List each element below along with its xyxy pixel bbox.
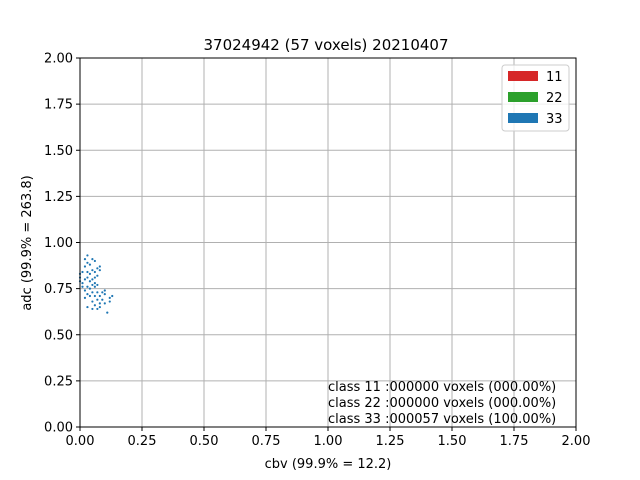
data-point (83, 296, 87, 299)
data-point (98, 265, 101, 268)
data-point (96, 307, 99, 311)
data-point (93, 285, 96, 288)
data-point (91, 307, 94, 311)
x-tick-label: 1.00 (314, 434, 343, 449)
y-tick-label: 0.50 (44, 328, 73, 343)
data-point (88, 280, 92, 283)
data-point (98, 269, 101, 272)
data-point (98, 302, 101, 305)
legend: 11 22 33 (501, 64, 570, 132)
data-point (91, 300, 94, 303)
data-point (93, 281, 96, 285)
data-point (83, 289, 87, 292)
legend-swatch-11 (508, 71, 538, 81)
legend-label-11: 11 (546, 70, 563, 85)
data-point (96, 274, 99, 277)
data-point (88, 272, 92, 275)
legend-label-22: 22 (546, 91, 563, 106)
data-point (93, 304, 96, 307)
chart-title: 37024942 (57 voxels) 20210407 (203, 36, 448, 54)
data-point (86, 270, 89, 274)
y-tick-label: 2.00 (44, 52, 73, 67)
data-point (86, 276, 89, 279)
x-tick-label: 0.50 (190, 434, 219, 449)
legend-swatch-33 (508, 113, 538, 123)
data-point (88, 263, 92, 266)
data-point (91, 258, 94, 261)
legend-swatch-22 (508, 92, 538, 102)
data-point (91, 278, 94, 281)
data-point (103, 293, 106, 296)
x-tick-label: 1.50 (438, 434, 467, 449)
y-tick-label: 1.25 (44, 190, 73, 205)
data-point (98, 294, 101, 298)
legend-label-33: 33 (546, 112, 563, 127)
data-point (86, 293, 89, 296)
data-point (111, 294, 114, 298)
y-tick-label: 0.75 (44, 282, 73, 297)
data-point (86, 285, 89, 288)
data-point (103, 302, 106, 305)
data-point (93, 294, 96, 298)
data-point (88, 287, 92, 290)
y-axis-ticks: 0.00 0.25 0.50 0.75 1.00 1.25 1.50 1.75 2.00 (44, 52, 80, 436)
x-tick-label: 0.00 (66, 434, 95, 449)
data-point (81, 281, 84, 285)
data-point (91, 283, 94, 287)
y-tick-label: 1.00 (44, 236, 73, 251)
annotation-class-11: class 11 :000000 voxels (000.00%) (328, 380, 556, 395)
data-point (91, 291, 94, 294)
data-point (108, 300, 111, 303)
data-point (101, 291, 104, 294)
data-point (103, 289, 106, 292)
data-point (81, 270, 84, 274)
y-tick-label: 1.50 (44, 144, 73, 159)
data-point (93, 276, 96, 279)
data-point (96, 291, 99, 294)
data-point (96, 267, 99, 270)
data-point (93, 259, 96, 263)
data-point (83, 258, 87, 261)
data-point (101, 298, 104, 301)
data-point (93, 270, 96, 274)
data-point (88, 294, 92, 298)
x-tick-label: 0.75 (252, 434, 281, 449)
x-tick-label: 1.75 (500, 434, 529, 449)
class-count-annotations: class 11 :000000 voxels (000.00%) class … (328, 380, 556, 427)
data-point (86, 254, 89, 257)
x-tick-label: 0.25 (128, 434, 157, 449)
data-point (91, 269, 94, 272)
data-point (96, 283, 99, 287)
x-axis-ticks: 0.00 0.25 0.50 0.75 1.00 1.25 1.50 1.75 2.00 (66, 427, 591, 449)
data-point (98, 305, 101, 309)
data-point (86, 305, 89, 309)
data-point (81, 285, 84, 288)
y-tick-label: 1.75 (44, 98, 73, 113)
annotation-class-22: class 22 :000000 voxels (000.00%) (328, 396, 556, 411)
data-point (83, 265, 87, 268)
data-point (96, 298, 99, 301)
y-axis-label: adc (99.9% = 263.8) (20, 175, 35, 310)
data-point (108, 296, 111, 299)
annotation-class-33: class 33 :000057 voxels (100.00%) (328, 412, 556, 427)
data-point (83, 278, 87, 281)
x-tick-label: 2.00 (562, 434, 591, 449)
x-tick-label: 1.25 (376, 434, 405, 449)
x-axis-label: cbv (99.9% = 12.2) (265, 457, 392, 472)
data-point (86, 261, 89, 264)
y-tick-label: 0.25 (44, 374, 73, 389)
data-point (106, 311, 109, 314)
y-tick-label: 0.00 (44, 421, 73, 436)
